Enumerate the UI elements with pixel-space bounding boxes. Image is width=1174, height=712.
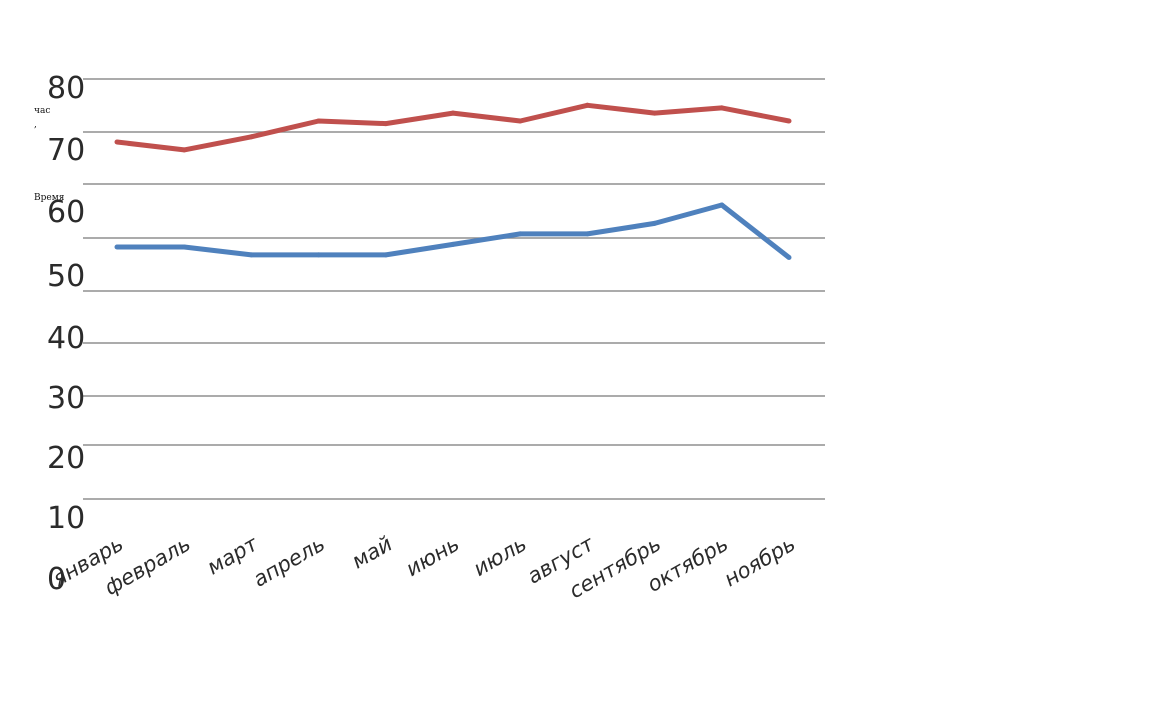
data-point: [652, 220, 658, 226]
series-lines: [114, 102, 792, 260]
data-point: [719, 202, 725, 208]
data-point: [719, 105, 725, 111]
y-tick-label: 30: [47, 381, 85, 416]
data-point: [114, 139, 120, 145]
y-tick-label: 50: [47, 259, 85, 294]
data-point: [114, 244, 120, 250]
y-tick-label: 0: [47, 562, 66, 597]
y-tick-label: 60: [47, 195, 85, 230]
data-point: [248, 134, 254, 140]
y-axis-label-line: Время: [34, 193, 65, 203]
data-point: [584, 102, 590, 108]
x-tick-label: июль: [469, 532, 530, 581]
y-tick-label: 70: [47, 133, 85, 168]
y-tick-label: 10: [47, 501, 85, 536]
data-point: [786, 255, 792, 260]
gridlines: [83, 78, 825, 500]
data-point: [383, 252, 389, 258]
data-point: [248, 252, 254, 258]
y-axis-label-line: ,: [34, 120, 37, 130]
data-point: [584, 231, 590, 237]
data-point: [450, 241, 456, 247]
data-point: [181, 147, 187, 153]
data-point: [316, 252, 322, 258]
y-axis-label: час, Время: [34, 106, 65, 203]
data-point: [383, 121, 389, 127]
series-line: [117, 202, 791, 260]
data-point: [517, 118, 523, 124]
x-tick-label: июнь: [402, 532, 464, 582]
data-point: [652, 110, 658, 116]
y-tick-label: 20: [47, 441, 85, 476]
y-tick-label: 40: [47, 321, 85, 356]
y-tick-label: 80: [47, 71, 85, 106]
data-point: [517, 231, 523, 237]
data-point: [450, 110, 456, 116]
data-point: [316, 118, 322, 124]
data-point: [786, 118, 792, 124]
x-tick-label: май: [348, 532, 397, 574]
y-axis-label-line: час: [34, 106, 50, 116]
data-point: [181, 244, 187, 250]
x-tick-label: апрель: [249, 532, 329, 592]
y-tick-labels: 80 70 60 50 40 30 20 10 0: [47, 71, 85, 597]
x-tick-label: ноябрь: [720, 532, 799, 592]
